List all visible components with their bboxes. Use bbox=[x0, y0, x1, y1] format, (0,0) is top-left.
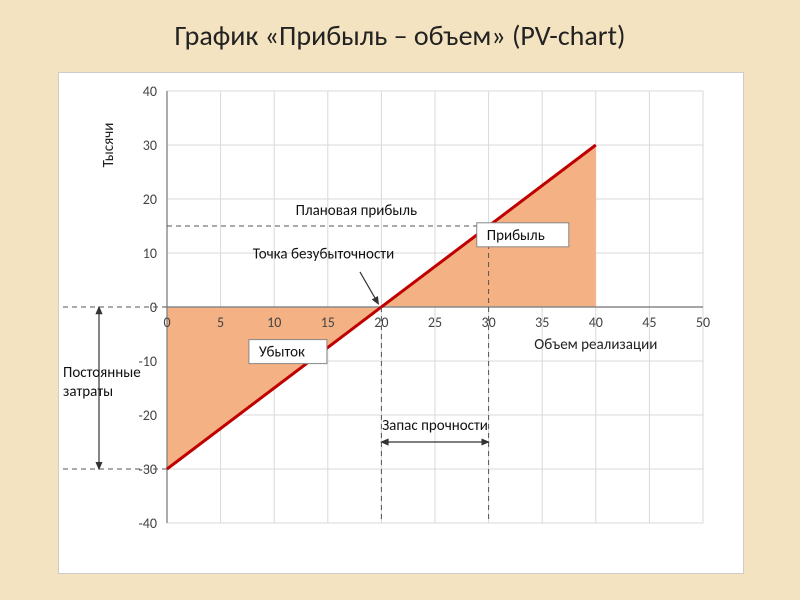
loss-box-text: Убыток bbox=[259, 344, 305, 362]
profit-box-text: Прибыль bbox=[487, 227, 545, 245]
y-axis-label: Тысячи bbox=[100, 123, 118, 168]
x-axis-label: Объем реализации bbox=[534, 336, 657, 354]
fixed-cost-label-2: затраты bbox=[63, 383, 113, 401]
x-tick-0: 0 bbox=[163, 314, 170, 331]
y-tick-10: 10 bbox=[143, 245, 157, 262]
y-tick--40: -40 bbox=[139, 515, 157, 532]
y-tick-40: 40 bbox=[143, 83, 157, 100]
x-tick-10: 10 bbox=[267, 314, 281, 331]
y-tick--10: -10 bbox=[139, 353, 157, 370]
page-title: График «Прибыль – объем» (PV-chart) bbox=[0, 0, 800, 53]
safety-margin-label: Запас прочности bbox=[382, 417, 488, 435]
plan-profit-label: Плановая прибыль bbox=[296, 202, 417, 220]
y-tick-20: 20 bbox=[143, 191, 157, 208]
x-tick-35: 35 bbox=[535, 314, 549, 331]
pv-chart: 05101520253035404550-40-30-20-1001020304… bbox=[58, 72, 744, 574]
x-tick-25: 25 bbox=[428, 314, 442, 331]
fixed-cost-label-1: Постоянные bbox=[63, 364, 141, 382]
x-tick-5: 5 bbox=[217, 314, 224, 331]
x-tick-15: 15 bbox=[321, 314, 335, 331]
y-tick--20: -20 bbox=[139, 407, 157, 424]
chart-svg: 05101520253035404550-40-30-20-1001020304… bbox=[59, 73, 743, 573]
x-tick-50: 50 bbox=[696, 314, 710, 331]
x-tick-45: 45 bbox=[642, 314, 656, 331]
x-tick-40: 40 bbox=[589, 314, 603, 331]
y-tick-30: 30 bbox=[143, 137, 157, 154]
breakeven-label: Точка безубыточности bbox=[253, 245, 394, 263]
